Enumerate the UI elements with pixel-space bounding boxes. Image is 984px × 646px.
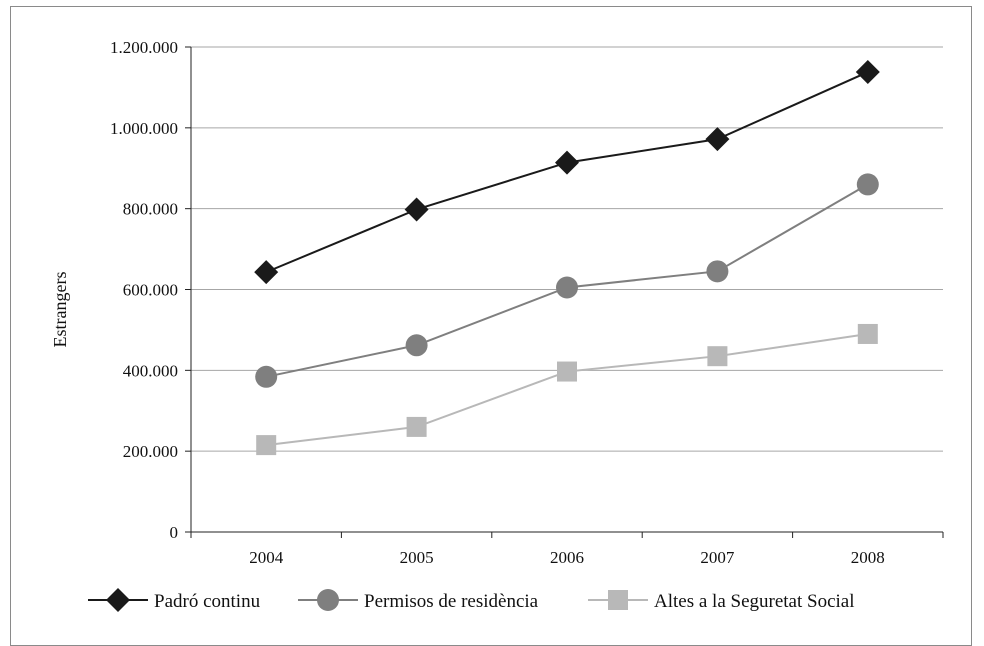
- series-2: [255, 173, 879, 388]
- data-point: [256, 435, 277, 456]
- x-tick-label: 2006: [550, 548, 584, 567]
- legend-entry-1: Padró continu: [88, 588, 261, 612]
- y-tick-label: 1.200.000: [110, 38, 178, 57]
- data-point: [705, 127, 730, 152]
- data-point: [857, 323, 878, 344]
- legend-entry-2: Permisos de residència: [298, 589, 539, 612]
- y-tick-label: 0: [170, 523, 179, 542]
- data-point: [855, 60, 880, 85]
- series-group: [254, 60, 880, 456]
- data-point: [706, 260, 729, 283]
- x-tick-label: 2005: [400, 548, 434, 567]
- y-tick-label: 800.000: [123, 200, 178, 219]
- legend-marker: [317, 589, 339, 611]
- series-3: [256, 323, 878, 456]
- legend-marker: [608, 590, 628, 610]
- legend-entry-3: Altes a la Seguretat Social: [588, 590, 855, 612]
- data-point: [557, 361, 577, 382]
- legend-label: Altes a la Seguretat Social: [654, 591, 855, 612]
- y-tick-label: 400.000: [123, 361, 178, 380]
- y-axis-label: Estrangers: [50, 272, 70, 348]
- data-point: [254, 260, 279, 285]
- x-tick-label: 2004: [249, 548, 284, 567]
- legend-label: Padró continu: [154, 591, 261, 612]
- data-point: [255, 365, 278, 388]
- y-tick-label: 200.000: [123, 442, 178, 461]
- x-tick-label: 2008: [851, 548, 885, 567]
- x-tick-label: 2007: [700, 548, 735, 567]
- legend-label: Permisos de residència: [364, 591, 539, 612]
- data-point: [404, 197, 429, 222]
- x-axis-ticks: 2004 2005 2006 2007 2008: [190, 532, 944, 567]
- legend-marker: [106, 588, 130, 612]
- series-1: [254, 60, 880, 285]
- y-tick-label: 600.000: [123, 281, 178, 300]
- line-chart: 0 200.000 400.000 600.000 800.000 1.000.000 1.…: [50, 38, 944, 612]
- data-point: [556, 276, 578, 299]
- series-line: [266, 332, 868, 447]
- data-point: [856, 173, 879, 196]
- gridlines: [191, 46, 943, 452]
- y-axis-ticks: 0 200.000 400.000 600.000 800.000 1.000.000 1.…: [110, 38, 191, 542]
- data-point: [405, 334, 428, 357]
- data-point: [555, 150, 579, 175]
- data-point: [707, 346, 728, 367]
- y-tick-label: 1.000.000: [110, 119, 178, 138]
- legend: Padró continu Permisos de residència Altes…: [88, 588, 855, 612]
- data-point: [406, 416, 427, 437]
